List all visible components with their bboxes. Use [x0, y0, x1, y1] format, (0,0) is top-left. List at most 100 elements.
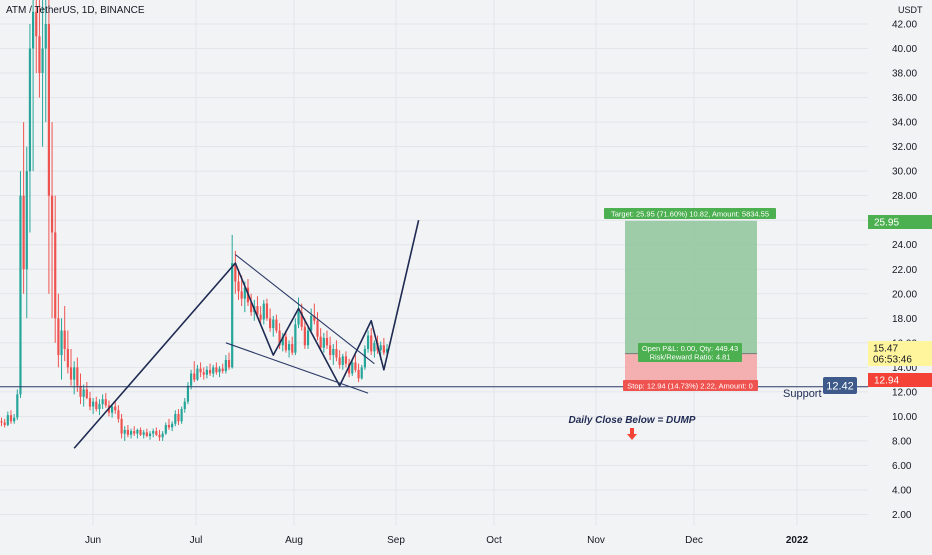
candle: [76, 357, 79, 392]
candle: [212, 364, 215, 378]
svg-text:15.47: 15.47: [873, 344, 898, 355]
candle-body: [76, 367, 79, 386]
candle-body: [325, 337, 329, 346]
candle: [13, 413, 16, 424]
candle-body: [54, 232, 57, 319]
candle: [218, 366, 221, 378]
candle: [92, 398, 95, 414]
open-pnl-box[interactable]: Open P&L: 0.00, Qty: 449.43 Risk/Reward …: [638, 343, 742, 362]
y-tick-label: 20.00: [892, 289, 917, 300]
target-label-box[interactable]: Target: 25.95 (71.60%) 10.82, Amount: 58…: [604, 208, 776, 219]
candle: [19, 171, 22, 399]
x-tick-label: Oct: [486, 535, 502, 546]
candle: [98, 399, 101, 416]
candle-body: [256, 306, 259, 315]
candle-body: [92, 401, 95, 407]
candle-body: [322, 337, 325, 348]
candle-body: [57, 318, 60, 356]
candle-body: [344, 356, 348, 364]
candle: [104, 393, 107, 408]
candle: [3, 418, 6, 428]
candle-body: [13, 417, 16, 422]
candle: [171, 421, 174, 432]
candle-body: [186, 385, 190, 402]
candle: [190, 369, 193, 390]
candle-body: [224, 359, 227, 372]
stop-price-badge: 12.94: [868, 373, 932, 387]
y-tick-label: 36.00: [892, 93, 917, 104]
candle: [269, 308, 272, 332]
candle-body: [360, 367, 363, 379]
candle: [291, 336, 294, 356]
support-price-badge[interactable]: 12.42: [823, 377, 857, 394]
candle: [69, 348, 73, 386]
candle: [114, 400, 117, 414]
time-axis[interactable]: Jun Jul Aug Sep Oct Nov Dec 2022: [85, 535, 809, 546]
candle-body: [139, 429, 142, 435]
candle: [256, 296, 259, 319]
current-price-badge: 15.47 06:53:46: [868, 341, 932, 366]
candle: [193, 361, 196, 383]
candle: [205, 366, 208, 379]
candle-body: [265, 303, 269, 319]
candle-body: [335, 348, 338, 358]
stop-label-box[interactable]: Stop: 12.94 (14.73%) 2.22, Amount: 0: [623, 380, 758, 391]
candle-body: [85, 389, 88, 399]
candle: [382, 337, 385, 356]
candle: [354, 355, 357, 373]
svg-text:12.94: 12.94: [874, 376, 899, 387]
candle-body: [28, 48, 32, 172]
candle-body: [180, 409, 183, 422]
candle-body: [88, 398, 92, 407]
candle: [272, 315, 275, 337]
candle: [294, 318, 297, 356]
candle: [9, 410, 13, 424]
candle: [63, 306, 66, 362]
svg-text:25.95: 25.95: [874, 218, 899, 229]
candle: [332, 344, 335, 365]
upper-wedge-line[interactable]: [235, 254, 375, 365]
candle: [357, 363, 360, 383]
candle: [152, 428, 155, 438]
candle-body: [44, 24, 47, 49]
candle-body: [281, 336, 284, 346]
candle-body: [155, 431, 158, 435]
candle-body: [291, 344, 294, 353]
candle: [186, 382, 190, 405]
candle-body: [38, 36, 41, 74]
candle-body: [174, 413, 177, 424]
y-tick-label: 40.00: [892, 44, 917, 55]
candle-body: [164, 424, 167, 434]
candle-body: [98, 404, 101, 410]
candle-body: [126, 429, 129, 435]
candle: [164, 422, 167, 435]
currency-label: USDT: [898, 5, 923, 15]
daily-close-note[interactable]: Daily Close Below = DUMP: [569, 415, 696, 426]
candle: [38, 0, 41, 98]
candle-body: [35, 11, 38, 37]
candle-body: [6, 415, 9, 425]
symbol-title[interactable]: ATM / TetherUS, 1D, BINANCE: [6, 5, 145, 16]
wave-projection-line[interactable]: [73, 220, 420, 449]
candle-body: [348, 363, 351, 374]
candle-body: [123, 429, 126, 434]
candle-body: [152, 431, 155, 434]
lower-wedge-line[interactable]: [225, 342, 369, 394]
candle-body: [240, 291, 243, 299]
candle-body: [73, 367, 76, 380]
candle: [35, 0, 38, 74]
candle: [322, 333, 325, 353]
support-label[interactable]: Support: [783, 388, 822, 400]
candle: [237, 269, 240, 300]
y-tick-label: 4.00: [892, 485, 912, 496]
candle: [180, 406, 183, 424]
candle-body: [338, 357, 341, 365]
y-tick-label: 30.00: [892, 167, 917, 178]
candle: [319, 328, 322, 352]
candle-body: [237, 281, 240, 292]
candle: [41, 0, 44, 147]
candle-body: [363, 348, 366, 368]
